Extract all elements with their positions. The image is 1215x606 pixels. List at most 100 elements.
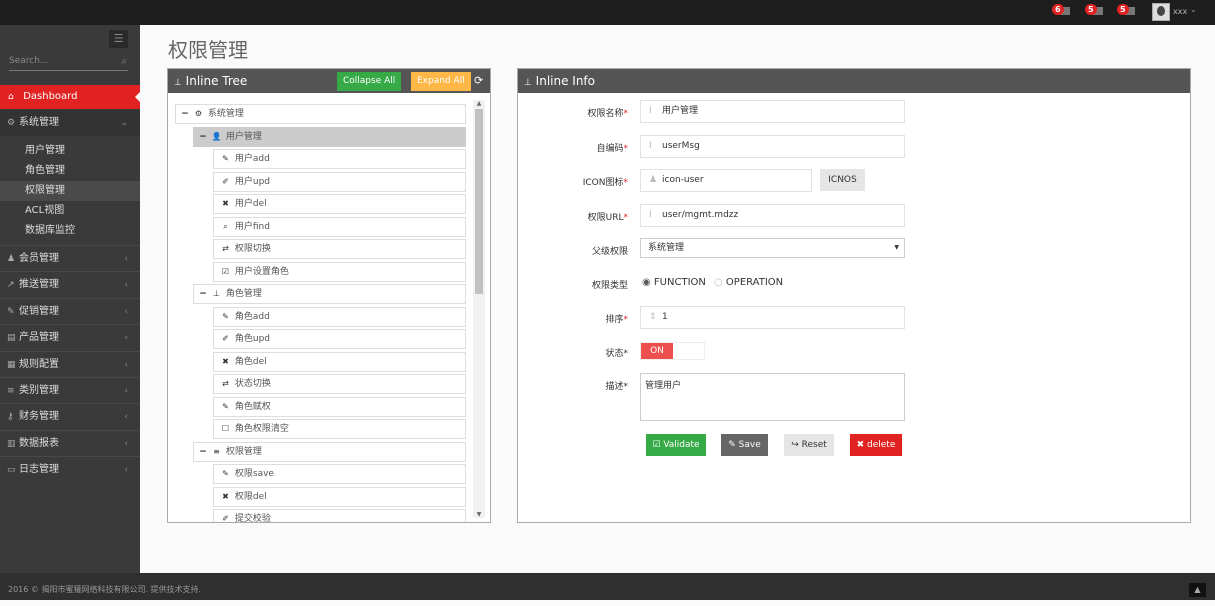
tree-node[interactable]: − ≡ 权限管理	[193, 441, 466, 462]
tree-node[interactable]: − 👤 用户管理	[193, 126, 466, 147]
avatar[interactable]	[1152, 3, 1170, 21]
tree-node[interactable]: ⇄ 状态切换	[213, 374, 466, 394]
sidebar-item-menu[interactable]: ≡ 类别管理 ‹	[0, 377, 140, 403]
expand-all-button[interactable]: Expand All	[411, 72, 471, 91]
search-icon[interactable]: ⌕	[121, 56, 127, 67]
scroll-top-button[interactable]: ▲	[1189, 583, 1206, 597]
sidebar-item-menu[interactable]: ▦ 规则配置 ‹	[0, 350, 140, 377]
delete-button[interactable]: ✖ delete	[850, 434, 902, 456]
tree-node[interactable]: ✖ 权限del	[213, 486, 466, 507]
chevron-left-icon: ‹	[124, 359, 128, 370]
tree-node[interactable]: ✐ 提交校验	[213, 509, 466, 522]
sort-icon: ⇕	[649, 312, 657, 322]
tree-node-icon: 👤	[211, 131, 222, 141]
sidebar-subitem-roles[interactable]: 角色管理	[25, 165, 65, 176]
sidebar-subitem-users[interactable]: 用户管理	[25, 145, 65, 156]
tree-node[interactable]: ✎ 角色add	[213, 306, 466, 327]
credit-card-icon: ▭	[7, 465, 16, 476]
icons-picker-button[interactable]: ICNOS	[820, 169, 865, 191]
sidebar-item-system[interactable]: ⚙ 系统管理 ⌄	[0, 110, 140, 136]
tree-node[interactable]: ✐ 角色upd	[213, 329, 466, 349]
url-label: 权限URL*	[587, 213, 628, 223]
tree-node[interactable]: − ⚙ 系统管理	[175, 104, 466, 124]
desc-label: 描述*	[605, 382, 628, 392]
sidebar-toggle-button[interactable]: ☰	[109, 30, 128, 48]
tree-node[interactable]: − ⊥ 角色管理	[193, 284, 466, 304]
sidebar-item-menu[interactable]: ✎ 促销管理 ‹	[0, 297, 140, 324]
status-toggle[interactable]: ON	[640, 342, 705, 360]
tree-node-icon: ☑	[221, 266, 230, 276]
sidebar-subitem-permissions[interactable]: 权限管理	[0, 181, 140, 201]
refresh-icon[interactable]: ⟳	[474, 74, 484, 87]
desc-textarea[interactable]: 管理用户	[640, 373, 905, 421]
tree-node[interactable]: ✎ 用户add	[213, 149, 466, 169]
tree-node-icon: ⌕	[223, 221, 228, 231]
reset-button[interactable]: ↪ Reset	[784, 434, 834, 456]
page-title: 权限管理	[168, 38, 248, 62]
type-label: 权限类型	[591, 281, 628, 291]
sidebar-item-menu[interactable]: ▭ 日志管理 ‹	[0, 456, 140, 482]
save-button[interactable]: ✎ Save	[721, 434, 768, 456]
sidebar-item-menu[interactable]: ▥ 数据报表 ‹	[0, 429, 140, 456]
tree-node[interactable]: ✎ 权限save	[213, 464, 466, 484]
tree-node-icon: ✖	[222, 199, 229, 208]
sidebar-item-menu[interactable]: ♟ 会员管理 ‹	[0, 245, 140, 271]
tree-node-icon: ⇄	[222, 244, 229, 253]
parent-select[interactable]: 系统管理 ▼	[640, 238, 905, 258]
sidebar-subitem-acl[interactable]: ACL视图	[25, 205, 65, 216]
bar-chart-icon: ▥	[7, 438, 16, 449]
info-panel-header: ⊥ Inline Info	[518, 69, 1190, 93]
chevron-left-icon: ‹	[124, 280, 128, 291]
text-cursor-icon: I	[649, 210, 652, 220]
tree-node-icon: ⊥	[213, 289, 220, 298]
tree-node[interactable]: ⌕ 用户find	[213, 216, 466, 237]
sidebar-item-menu[interactable]: ⚷ 财务管理 ‹	[0, 403, 140, 429]
search-input[interactable]: Search... ⌕	[9, 56, 128, 71]
collapse-toggle-icon[interactable]: −	[199, 131, 207, 142]
sidebar-item-menu[interactable]: ↗ 推送管理 ‹	[0, 271, 140, 297]
tree-node[interactable]: ☑ 用户设置角色	[213, 261, 466, 282]
tree-panel: ⊥ Inline Tree Collapse All Expand All ⟳ …	[167, 68, 491, 523]
username[interactable]: xxx	[1173, 7, 1188, 16]
chevron-down-icon[interactable]: ⌄	[1190, 5, 1197, 14]
icon-input[interactable]: ♟ icon-user	[640, 169, 812, 192]
chevron-left-icon: ‹	[124, 465, 128, 476]
tree-node-icon: ✐	[222, 514, 229, 522]
list-alt-icon: ▦	[7, 359, 16, 370]
radio-function[interactable]: ◉ FUNCTION	[642, 277, 706, 288]
top-navbar: 6 5 5 xxx ⌄	[0, 0, 1215, 25]
tree-node-icon: ✎	[222, 401, 229, 411]
collapse-toggle-icon[interactable]: −	[199, 289, 207, 299]
sidebar-item-menu[interactable]: ▤ 产品管理 ‹	[0, 324, 140, 350]
validate-button[interactable]: ☑ Validate	[646, 434, 706, 456]
user-icon: ♟	[7, 254, 16, 264]
sidebar-subitem-db-monitor[interactable]: 数据库监控	[25, 225, 75, 236]
notification-tasks[interactable]: 5	[1117, 4, 1139, 18]
sidebar-item-dashboard[interactable]: ⌂ Dashboard	[0, 85, 140, 109]
radio-operation[interactable]: ○ OPERATION	[714, 277, 784, 288]
footer: 2016 © 揭阳市蜜獾网络科技有限公司. 提供技术支持. ▲	[0, 573, 1215, 600]
collapse-toggle-icon[interactable]: −	[181, 109, 189, 119]
tree-node[interactable]: ⇄ 权限切换	[213, 239, 466, 259]
name-input[interactable]: I 用户管理	[640, 100, 905, 123]
notification-inbox[interactable]: 5	[1085, 4, 1107, 18]
tree-node[interactable]: ✎ 角色赋权	[213, 396, 466, 417]
notification-bell[interactable]: 6	[1052, 4, 1074, 18]
tree-node[interactable]: ✐ 用户upd	[213, 171, 466, 192]
tree-node-icon: ✖	[222, 356, 229, 366]
bars-icon: ≡	[7, 386, 15, 396]
icon-label: ICON图标*	[582, 178, 628, 188]
tree-node-icon: ☐	[221, 424, 230, 433]
tree-scrollbar[interactable]: ▲ ▼	[473, 100, 485, 518]
collapse-toggle-icon[interactable]: −	[199, 446, 207, 457]
collapse-all-button[interactable]: Collapse All	[337, 72, 402, 91]
tree-node[interactable]: ✖ 角色del	[213, 351, 466, 372]
tree-node[interactable]: ☐ 角色权限清空	[213, 419, 466, 439]
tree-node-icon: ✎	[222, 469, 229, 478]
tree-node-icon: ✎	[222, 311, 229, 321]
order-input[interactable]: ⇕ 1	[640, 306, 905, 329]
tree-node[interactable]: ✖ 用户del	[213, 194, 466, 214]
